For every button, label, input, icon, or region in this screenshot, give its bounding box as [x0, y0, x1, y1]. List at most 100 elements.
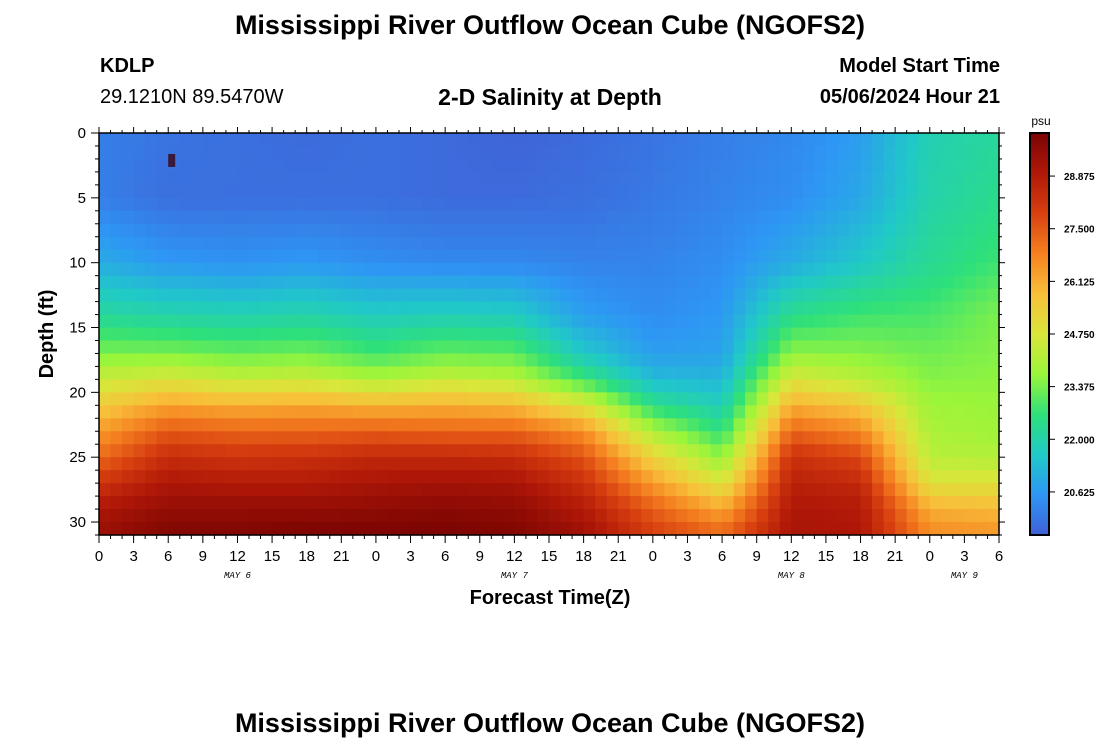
- heatmap-cell: [306, 275, 319, 290]
- heatmap-cell: [306, 470, 319, 484]
- heatmap-cell: [110, 379, 123, 393]
- heatmap-cell: [699, 249, 712, 264]
- heatmap-cell: [456, 457, 469, 471]
- heatmap-cell: [445, 288, 458, 303]
- heatmap-cell: [318, 353, 331, 368]
- heatmap-cell: [906, 496, 919, 510]
- heatmap-cell: [237, 457, 250, 471]
- heatmap-cell: [802, 353, 815, 368]
- heatmap-cell: [929, 392, 942, 406]
- heatmap-cell: [629, 184, 642, 199]
- heatmap-cell: [341, 457, 354, 471]
- heatmap-cell: [652, 444, 665, 458]
- heatmap-cell: [295, 418, 308, 432]
- heatmap-cell: [791, 327, 804, 342]
- heatmap-cell: [860, 522, 873, 536]
- heatmap-cell: [756, 171, 769, 186]
- heatmap-cell: [468, 392, 481, 406]
- heatmap-cell: [745, 457, 758, 471]
- heatmap-cell: [687, 483, 700, 497]
- heatmap-cell: [387, 314, 400, 329]
- heatmap-cell: [895, 431, 908, 445]
- heatmap-cell: [837, 236, 850, 251]
- heatmap-cell: [733, 145, 746, 160]
- heatmap-cells: [99, 133, 1000, 536]
- heatmap-cell: [549, 379, 562, 393]
- x-tick-label: 6: [164, 548, 172, 565]
- heatmap-cell: [537, 262, 550, 277]
- heatmap-cell: [618, 327, 631, 342]
- heatmap-cell: [237, 444, 250, 458]
- heatmap-cell: [352, 288, 365, 303]
- heatmap-cell: [352, 509, 365, 523]
- heatmap-cell: [906, 223, 919, 238]
- heatmap-cell: [860, 483, 873, 497]
- heatmap-cell: [710, 158, 723, 173]
- heatmap-cell: [837, 184, 850, 199]
- heatmap-cell: [860, 184, 873, 199]
- heatmap-cell: [225, 158, 239, 173]
- heatmap-cell: [179, 236, 192, 251]
- heatmap-cell: [952, 275, 965, 290]
- heatmap-cell: [825, 223, 839, 238]
- heatmap-cell: [445, 262, 458, 277]
- heatmap-cell: [595, 275, 608, 290]
- heatmap-cell: [629, 288, 642, 303]
- heatmap-cell: [445, 236, 458, 251]
- heatmap-cell: [99, 145, 112, 160]
- heatmap-cell: [237, 366, 250, 380]
- heatmap-cell: [260, 418, 273, 432]
- heatmap-cell: [156, 301, 169, 316]
- heatmap-cell: [722, 314, 735, 329]
- heatmap-cell: [699, 522, 712, 536]
- heatmap-cell: [122, 262, 135, 277]
- heatmap-cell: [122, 314, 135, 329]
- heatmap-cell: [675, 457, 689, 471]
- heatmap-cell: [733, 197, 746, 212]
- heatmap-cell: [895, 509, 908, 523]
- heatmap-cell: [641, 457, 654, 471]
- heatmap-cell: [122, 171, 135, 186]
- heatmap-cell: [652, 418, 665, 432]
- heatmap-cell: [595, 392, 608, 406]
- heatmap-cell: [191, 133, 204, 147]
- heatmap-cell: [110, 366, 123, 380]
- heatmap-cell: [283, 431, 296, 445]
- heatmap-cell: [906, 314, 919, 329]
- heatmap-cell: [491, 457, 504, 471]
- station-id: KDLP: [100, 55, 155, 77]
- heatmap-cell: [572, 327, 585, 342]
- heatmap-cell: [560, 496, 573, 510]
- heatmap-cell: [145, 249, 158, 264]
- heatmap-cell: [202, 301, 215, 316]
- heatmap-cell: [122, 483, 135, 497]
- heatmap-cell: [837, 288, 850, 303]
- heatmap-cell: [399, 223, 412, 238]
- heatmap-cell: [641, 236, 654, 251]
- heatmap-cell: [756, 379, 769, 393]
- heatmap-cell: [687, 444, 700, 458]
- heatmap-cell: [306, 249, 319, 264]
- heatmap-cell: [952, 418, 965, 432]
- heatmap-cell: [733, 483, 746, 497]
- heatmap-cell: [364, 418, 377, 432]
- heatmap-cell: [99, 197, 112, 212]
- heatmap-cell: [791, 353, 804, 368]
- heatmap-cell: [987, 418, 1000, 432]
- heatmap-cell: [606, 262, 619, 277]
- heatmap-cell: [491, 197, 504, 212]
- x-tick-label: 18: [298, 548, 315, 565]
- heatmap-cell: [699, 197, 712, 212]
- heatmap-cell: [156, 509, 169, 523]
- x-tick-label: 15: [818, 548, 835, 565]
- heatmap-cell: [502, 133, 515, 147]
- heatmap-cell: [606, 301, 619, 316]
- heatmap-cell: [249, 470, 262, 484]
- heatmap-cell: [572, 133, 585, 147]
- heatmap-cell: [791, 145, 804, 160]
- heatmap-cell: [387, 197, 400, 212]
- heatmap-cell: [549, 340, 562, 355]
- x-tick-label: 3: [960, 548, 968, 565]
- heatmap-cell: [237, 522, 250, 536]
- heatmap-cell: [572, 223, 585, 238]
